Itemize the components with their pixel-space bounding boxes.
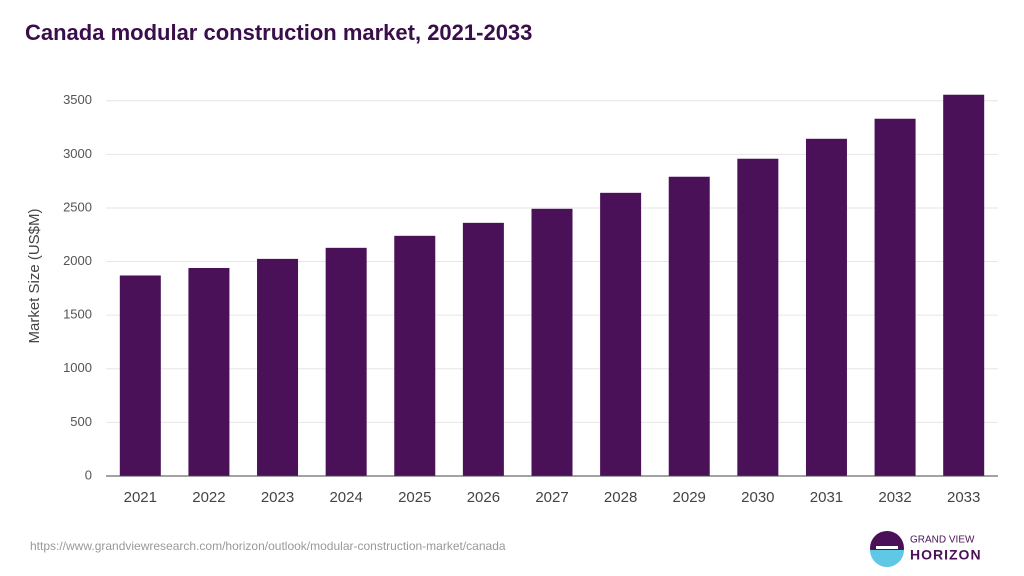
x-tick-label: 2026 <box>467 489 500 506</box>
x-tick-label: 2027 <box>535 489 568 506</box>
x-tick-label: 2025 <box>398 489 431 506</box>
bar <box>119 275 161 476</box>
bar <box>462 222 504 476</box>
x-tick-label: 2029 <box>673 489 706 506</box>
y-axis-label: Market Size (US$M) <box>26 208 43 343</box>
logo: GRAND VIEW HORIZON <box>870 531 982 567</box>
y-tick-label: 1000 <box>63 360 92 375</box>
bar <box>531 208 573 476</box>
y-tick-label: 2500 <box>63 199 92 214</box>
y-tick-label: 2000 <box>63 253 92 268</box>
y-tick-label: 0 <box>85 467 92 482</box>
x-tick-label: 2030 <box>741 489 774 506</box>
x-tick-label: 2028 <box>604 489 637 506</box>
bar <box>943 94 985 477</box>
bar <box>600 192 642 476</box>
bar <box>325 247 367 476</box>
logo-top: GRAND VIEW <box>910 535 975 546</box>
bar <box>737 158 779 477</box>
logo-line <box>876 546 898 549</box>
x-tick-label: 2024 <box>329 489 362 506</box>
x-tick-label: 2023 <box>261 489 294 506</box>
bar <box>874 118 916 476</box>
x-tick-label: 2031 <box>810 489 843 506</box>
bar <box>805 138 847 476</box>
y-tick-label: 3500 <box>63 92 92 107</box>
bar <box>668 176 710 476</box>
logo-wave <box>870 550 904 567</box>
x-tick-label: 2032 <box>878 489 911 506</box>
y-tick-label: 3000 <box>63 146 92 161</box>
y-tick-label: 500 <box>70 414 92 429</box>
y-tick-label: 1500 <box>63 307 92 322</box>
bar <box>394 235 436 476</box>
x-tick-label: 2022 <box>192 489 225 506</box>
bar <box>188 267 230 476</box>
bar <box>257 258 299 476</box>
logo-bottom: HORIZON <box>910 547 982 563</box>
chart-title: Canada modular construction market, 2021… <box>25 20 532 45</box>
x-tick-label: 2033 <box>947 489 980 506</box>
source-url: https://www.grandviewresearch.com/horizo… <box>30 539 506 553</box>
x-tick-label: 2021 <box>124 489 157 506</box>
